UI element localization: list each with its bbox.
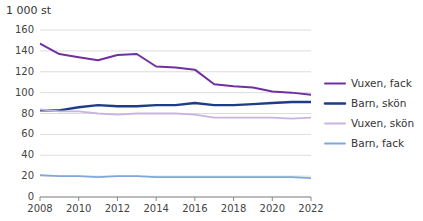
grid-line [40, 134, 311, 135]
y-tick-label: 120 [15, 66, 34, 77]
grid-line [40, 92, 311, 93]
grid-line [40, 197, 311, 198]
x-axis: 2008 2010 2012 2014 2016 2018 2020 2022 [27, 197, 323, 214]
chart-svg: 0 20 40 60 80 100 120 140 160 2008 2010 2012 2014 201… [0, 0, 423, 221]
y-tick-label: 100 [15, 87, 34, 98]
legend: Vuxen, fack Barn, skön Vuxen, skön Barn, fa… [325, 77, 414, 149]
x-tick-label: 2022 [298, 203, 323, 214]
x-tick-label: 2008 [27, 203, 52, 214]
y-tick-label: 40 [21, 149, 34, 160]
series-line [40, 175, 311, 178]
x-tick [233, 197, 234, 201]
x-tick-label: 2014 [143, 203, 168, 214]
y-axis: 0 20 40 60 80 100 120 140 160 [15, 24, 34, 202]
grid-line [40, 50, 311, 51]
x-tick [156, 197, 157, 201]
y-tick-label: 0 [28, 191, 34, 202]
series-line [40, 102, 311, 110]
x-tick-label: 2020 [260, 203, 285, 214]
x-tick [40, 197, 41, 201]
legend-swatch [325, 123, 345, 125]
legend-label: Vuxen, fack [351, 77, 413, 89]
legend-swatch [325, 83, 345, 85]
legend-swatch [325, 102, 345, 104]
x-tick-label: 2018 [221, 203, 246, 214]
x-tick [311, 197, 312, 201]
x-tick [272, 197, 273, 201]
grid-line [40, 30, 311, 31]
x-axis-line [40, 197, 311, 198]
y-tick-label: 60 [21, 128, 34, 139]
legend-label: Barn, fack [351, 137, 405, 149]
grid-line [40, 155, 311, 156]
y-axis-label: 1 000 st [6, 4, 52, 17]
y-tick-label: 80 [21, 108, 34, 119]
y-tick-label: 20 [21, 170, 34, 181]
x-tick-label: 2010 [66, 203, 91, 214]
series-line [40, 44, 311, 95]
x-tick [117, 197, 118, 201]
x-tick-label: 2012 [105, 203, 130, 214]
y-tick-label: 160 [15, 24, 34, 35]
series-lines [40, 44, 311, 179]
chart-container: 0 20 40 60 80 100 120 140 160 2008 2010 2012 2014 201… [0, 0, 423, 221]
legend-swatch [325, 143, 345, 145]
y-grid [40, 30, 311, 197]
legend-label: Barn, skön [351, 97, 406, 109]
y-tick-label: 140 [15, 45, 34, 56]
x-tick [194, 197, 195, 201]
x-tick-label: 2016 [182, 203, 207, 214]
x-tick [78, 197, 79, 201]
series-line [40, 109, 311, 118]
grid-line [40, 71, 311, 72]
legend-label: Vuxen, skön [351, 117, 414, 129]
